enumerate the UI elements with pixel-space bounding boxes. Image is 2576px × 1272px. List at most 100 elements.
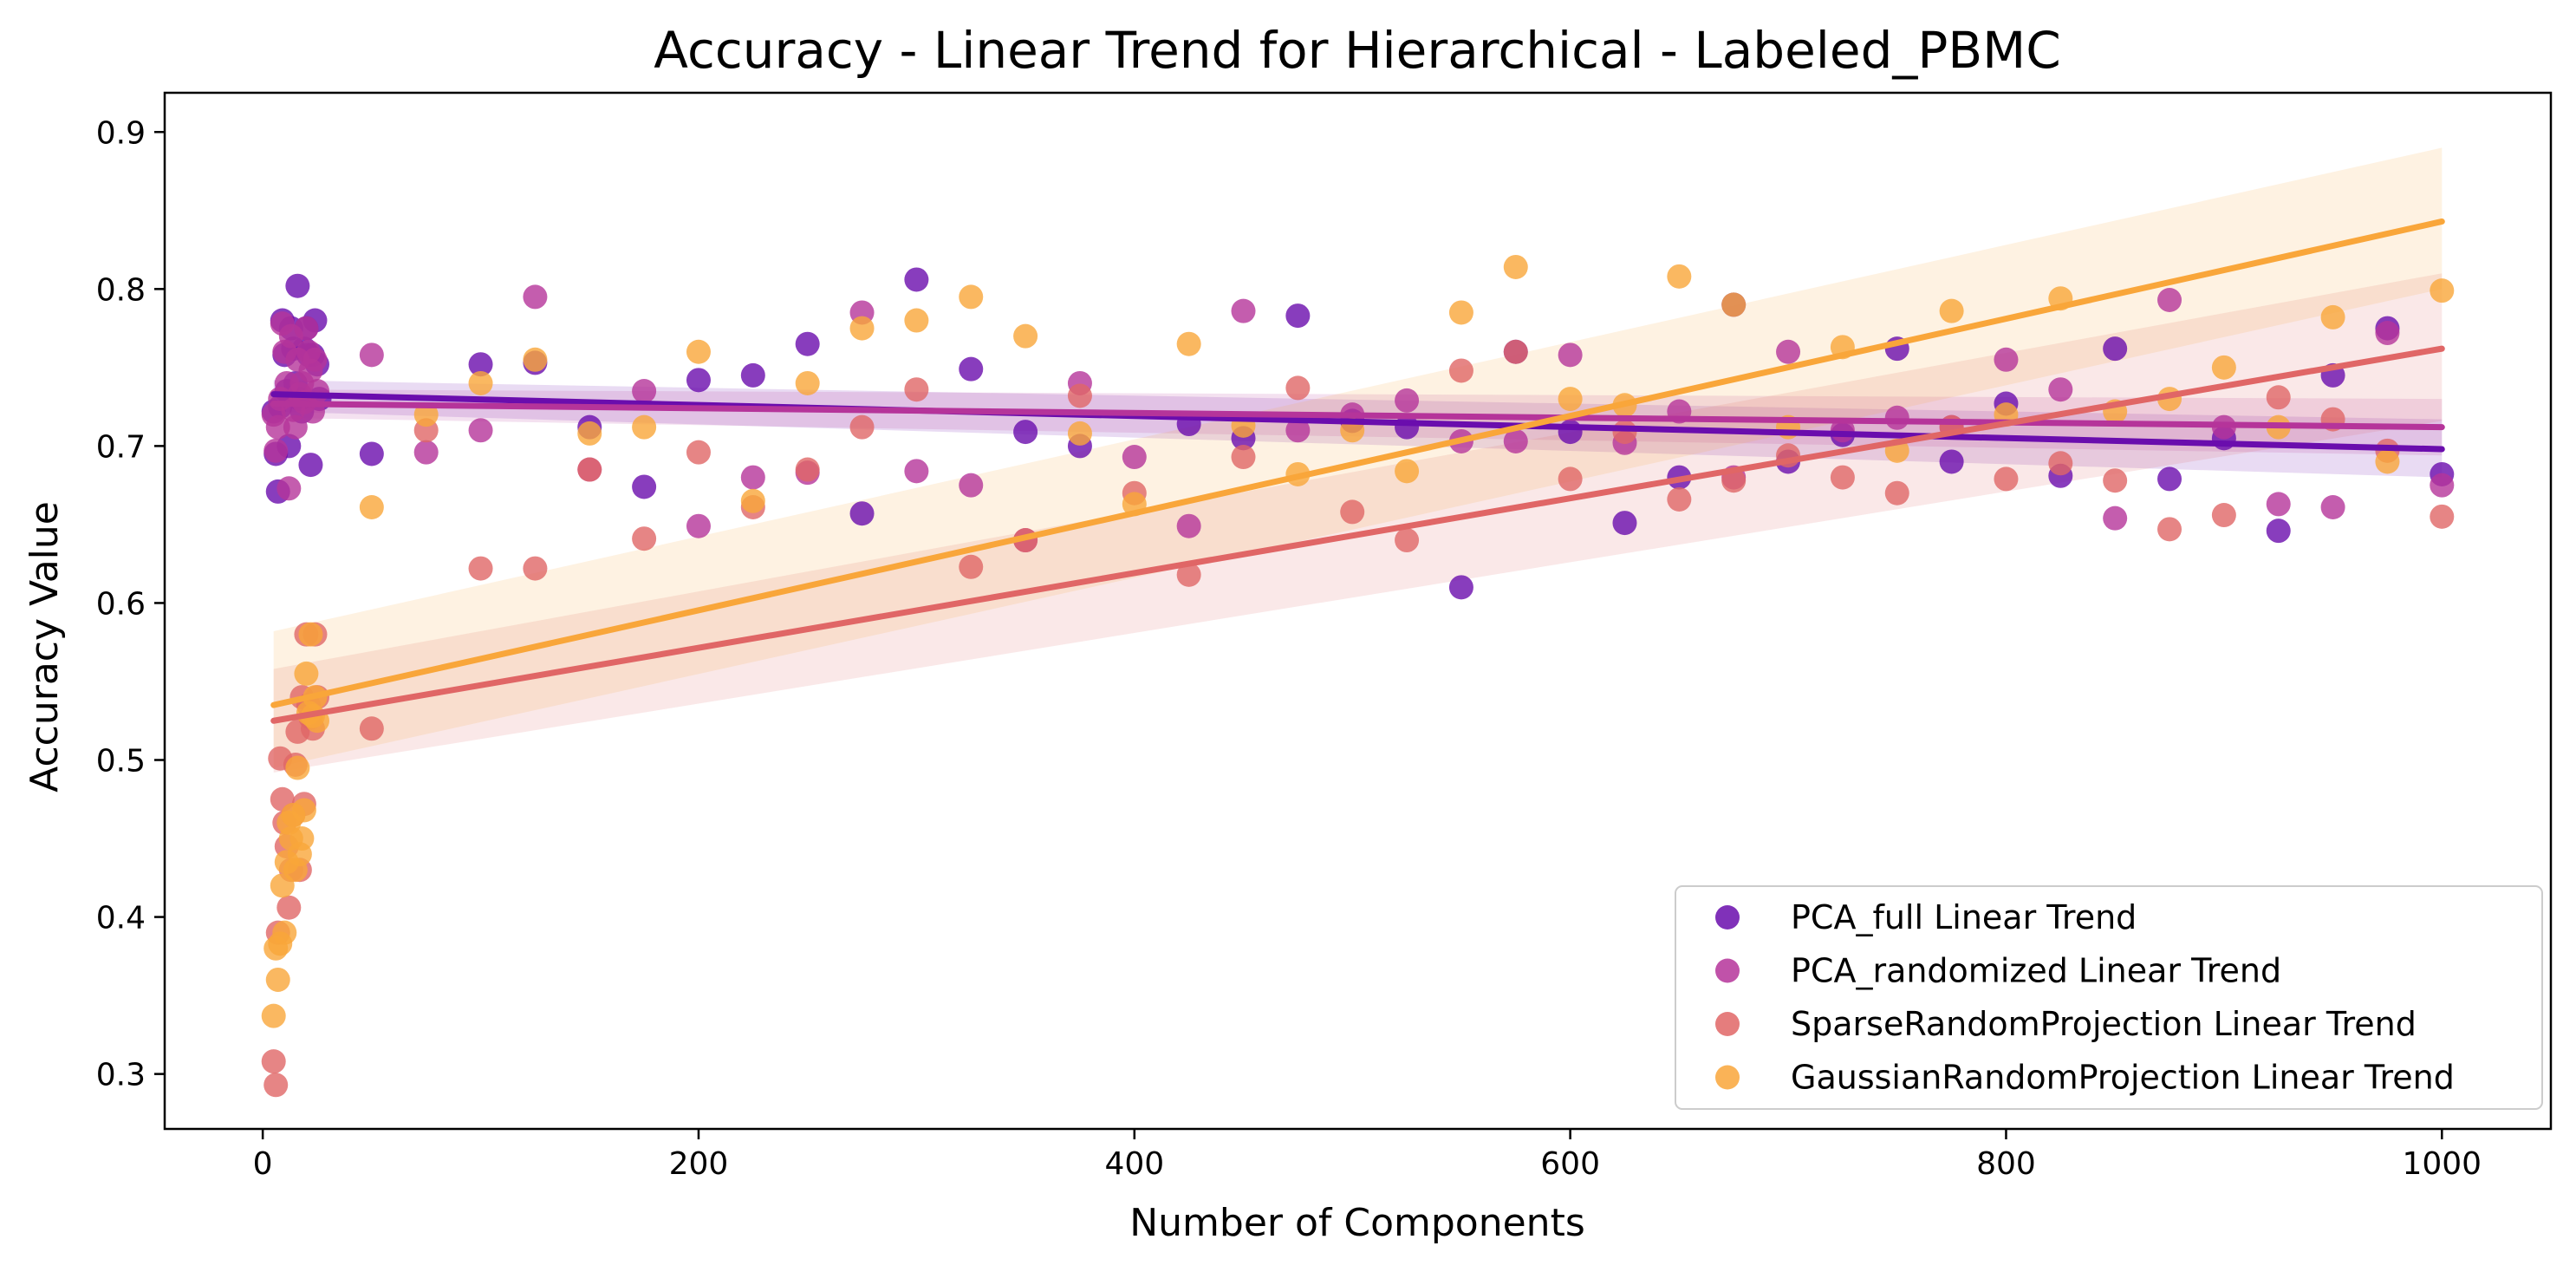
data-point (1558, 342, 1583, 368)
data-point (632, 379, 657, 404)
data-point (632, 526, 657, 551)
data-point (686, 339, 711, 364)
data-point (1667, 264, 1692, 289)
data-point (1503, 428, 1528, 453)
y-axis-label: Accuracy Value (23, 501, 67, 793)
legend-label: SparseRandomProjection Linear Trend (1791, 1005, 2417, 1043)
data-point (1994, 347, 2019, 372)
data-point (298, 453, 323, 478)
data-point (261, 1049, 286, 1074)
data-point (359, 495, 384, 519)
data-point (740, 362, 765, 388)
data-point (795, 457, 820, 482)
data-point (468, 556, 493, 581)
data-point (1395, 459, 1420, 484)
confidence-bands (273, 147, 2443, 773)
legend-marker (1715, 905, 1740, 930)
legend-box (1675, 885, 2543, 1110)
data-point (2430, 278, 2455, 303)
data-point (577, 421, 602, 446)
data-point (523, 284, 548, 310)
data-point (2266, 385, 2291, 410)
data-point (263, 1073, 289, 1098)
data-point (1503, 254, 1528, 279)
data-point (1448, 300, 1473, 325)
data-point (959, 473, 984, 498)
data-point (795, 331, 820, 356)
data-point (1776, 339, 1801, 364)
data-point (2266, 519, 2291, 544)
legend-marker (1715, 958, 1740, 983)
plot-frame (163, 91, 2553, 1131)
data-point (740, 465, 765, 490)
data-point (1558, 420, 1583, 445)
data-points (261, 254, 2455, 1098)
confidence-band (273, 147, 2443, 768)
data-point (2157, 466, 2182, 492)
data-point (261, 1003, 286, 1028)
x-tick-label: 600 (1540, 1146, 1600, 1182)
y-tick-label: 0.4 (96, 901, 146, 936)
confidence-band (273, 273, 2443, 773)
x-tick-label: 400 (1104, 1146, 1164, 1182)
data-point (359, 342, 384, 368)
data-point (302, 347, 328, 372)
trend-line (270, 391, 2445, 453)
data-point (272, 920, 297, 945)
trend-line (270, 401, 2445, 431)
y-tick-label: 0.3 (96, 1058, 146, 1093)
data-point (1231, 298, 1256, 323)
data-point (1994, 466, 2019, 492)
data-point (468, 370, 493, 395)
data-point (1013, 420, 1038, 445)
data-point (632, 474, 657, 499)
data-point (849, 414, 875, 440)
data-point (1122, 445, 1147, 470)
data-point (265, 967, 290, 992)
data-point (1667, 486, 1692, 512)
data-point (283, 414, 308, 440)
data-point (1340, 499, 1365, 525)
x-axis-label: Number of Components (1129, 1201, 1585, 1245)
data-point (2103, 468, 2128, 493)
data-point (1176, 562, 1201, 587)
data-point (2375, 321, 2400, 346)
x-tick-label: 800 (1976, 1146, 2036, 1182)
data-point (1939, 449, 1964, 474)
data-point (1067, 383, 1092, 408)
data-point (1176, 331, 1201, 356)
y-tick-label: 0.5 (96, 744, 146, 780)
legend-label: GaussianRandomProjection Linear Trend (1791, 1059, 2455, 1097)
x-tick-label: 0 (253, 1146, 273, 1182)
data-point (2103, 506, 2128, 531)
data-point (1395, 528, 1420, 553)
y-tick-label: 0.7 (96, 429, 146, 465)
data-point (959, 554, 984, 579)
data-point (1830, 465, 1855, 490)
trend-line (270, 345, 2445, 724)
y-tick-label: 0.8 (96, 272, 146, 308)
data-point (276, 895, 302, 920)
x-tick-label: 200 (669, 1146, 729, 1182)
y-tick-label: 0.9 (96, 115, 146, 151)
data-point (304, 379, 329, 404)
data-point (289, 826, 315, 851)
data-point (413, 402, 439, 427)
data-point (1067, 421, 1092, 446)
data-point (904, 308, 929, 333)
data-point (298, 622, 323, 647)
data-point (740, 488, 765, 513)
data-point (686, 368, 711, 393)
x-tick-label: 1000 (2402, 1146, 2482, 1182)
x-axis: 0 200 400 600 800 1000 (253, 1129, 2482, 1182)
data-point (1503, 339, 1528, 364)
data-point (2375, 449, 2400, 474)
data-point (285, 755, 310, 780)
chart-title: Accuracy - Linear Trend for Hierarchical… (654, 21, 2060, 80)
data-point (359, 716, 384, 741)
data-point (2048, 451, 2073, 476)
data-point (1939, 298, 1964, 323)
y-axis: 0.3 0.4 0.5 0.6 0.7 0.8 0.9 (96, 115, 165, 1093)
data-point (1285, 303, 1311, 329)
